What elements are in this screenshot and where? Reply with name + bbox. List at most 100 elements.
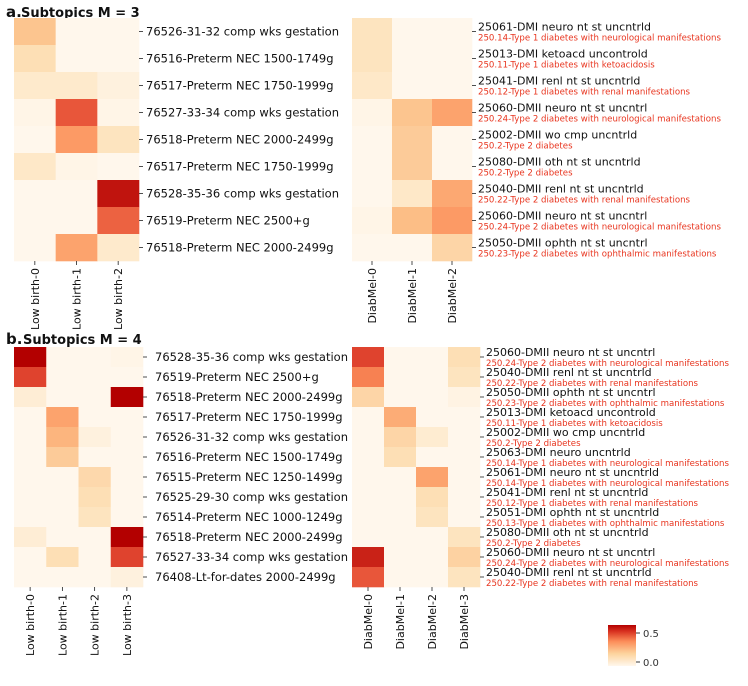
col-label: DiabMel-3 [458, 594, 471, 650]
row-label: 25061-DMI neuro nt st uncntrld [478, 21, 651, 34]
heatmap-cell [416, 567, 449, 588]
heatmap-cell [14, 18, 56, 46]
heatmap-cell [46, 507, 79, 528]
heatmap-cell [352, 367, 385, 388]
row-label: 76518-Preterm NEC 2000-2499g [146, 241, 334, 255]
row-label: 25041-DMI renl nt st uncntrld [478, 75, 640, 88]
row-label: 25013-DMI ketoacd uncontrold [486, 406, 656, 419]
heatmap-cell [416, 507, 449, 528]
heatmap-cell [55, 234, 98, 262]
row-sublabel: 250.22-Type 2 diabetes with renal manife… [486, 379, 699, 389]
col-label: DiabMel-2 [426, 594, 439, 650]
heatmap-cell [46, 567, 79, 588]
heatmap-cell [78, 527, 112, 548]
heatmap-cell [78, 487, 112, 508]
heatmap-cell [78, 427, 112, 448]
heatmap-cell [55, 99, 98, 127]
heatmap-cell [392, 99, 433, 127]
row-sublabel: 250.24-Type 2 diabetes with neurological… [486, 359, 729, 369]
heatmap-diabmel-m3: 25061-DMI neuro nt st uncntrld250.14-Typ… [352, 18, 721, 324]
row-label: 25051-DMI ophth nt st uncntrld [486, 506, 659, 519]
heatmap-cell [448, 347, 481, 368]
heatmap-cell [97, 72, 140, 100]
heatmap-cell [110, 427, 144, 448]
heatmap-cell [55, 18, 98, 46]
heatmap-cell [352, 72, 393, 100]
heatmap-cell [416, 347, 449, 368]
heatmap-cell [110, 547, 144, 568]
row-label: 76517-Preterm NEC 1750-1999g [146, 160, 334, 174]
col-label: Low birth-2 [112, 268, 125, 330]
colorbar: 0.5 0.0 [608, 625, 659, 669]
row-label: 76525-29-30 comp wks gestation [155, 490, 348, 504]
heatmap-cell [352, 387, 385, 408]
heatmap-cell [46, 367, 79, 388]
heatmap-cell [78, 407, 112, 428]
col-label: Low birth-3 [121, 594, 134, 656]
panel-a-title: a. Subtopics M = 3 [6, 3, 140, 21]
row-sublabel: 250.2-Type 2 diabetes [486, 539, 581, 549]
heatmap-cell [55, 45, 98, 73]
panel-b-subtitle: Subtopics M = 4 [23, 333, 142, 348]
row-label: 25013-DMI ketoacd uncontrold [478, 48, 648, 61]
heatmap-cell [110, 567, 144, 588]
row-label: 76518-Preterm NEC 2000-2499g [155, 390, 343, 404]
heatmap-cell [352, 180, 393, 208]
row-label: 76527-33-34 comp wks gestation [146, 106, 339, 120]
row-label: 25002-DMII wo cmp uncntrld [478, 129, 637, 142]
col-label: Low birth-0 [29, 268, 42, 330]
heatmap-cell [352, 527, 385, 548]
heatmap-diabmel-m4: 25060-DMII neuro nt st uncntrl250.24-Typ… [352, 346, 729, 650]
colorbar-max-label: 0.5 [643, 629, 659, 640]
heatmap-cell [14, 99, 56, 127]
heatmap-cell [352, 99, 393, 127]
heatmap-cell [55, 126, 98, 154]
row-sublabel: 250.2-Type 2 diabetes [478, 142, 573, 152]
heatmap-cell [97, 126, 140, 154]
heatmap-cell [416, 447, 449, 468]
heatmap-cell [384, 547, 417, 568]
row-sublabel: 250.23-Type 2 diabetes with ophthalmic m… [486, 399, 725, 409]
heatmap-cell [392, 207, 433, 235]
heatmap-cell [448, 487, 481, 508]
heatmap-cell [416, 547, 449, 568]
heatmap-cell [110, 387, 144, 408]
heatmap-cell [14, 45, 56, 73]
heatmap-cell [448, 387, 481, 408]
row-sublabel: 250.11-Type 1 diabetes with ketoacidosis [486, 419, 663, 429]
col-label: DiabMel-0 [366, 268, 379, 324]
col-label: DiabMel-1 [406, 268, 419, 324]
heatmap-cell [78, 387, 112, 408]
heatmap-cell [384, 447, 417, 468]
row-label: 76516-Preterm NEC 1500-1749g [146, 52, 334, 66]
heatmap-cell [55, 207, 98, 235]
row-label: 76517-Preterm NEC 1750-1999g [155, 410, 343, 424]
heatmap-cell [448, 507, 481, 528]
heatmap-cell [352, 447, 385, 468]
row-label: 76527-33-34 comp wks gestation [155, 550, 348, 564]
heatmap-cell [14, 567, 47, 588]
row-label: 76526-31-32 comp wks gestation [155, 430, 348, 444]
heatmap-cell [55, 153, 98, 181]
heatmap-cell [448, 407, 481, 428]
heatmap-cell [432, 234, 473, 262]
heatmap-cell [384, 527, 417, 548]
heatmap-cell [448, 467, 481, 488]
heatmap-cell [448, 567, 481, 588]
heatmap-cell [110, 527, 144, 548]
col-label: Low birth-2 [89, 594, 102, 656]
heatmap-cell [416, 427, 449, 448]
heatmap-cell [352, 153, 393, 181]
heatmap-cell [448, 547, 481, 568]
col-label: Low birth-1 [71, 268, 84, 330]
heatmap-cell [432, 18, 473, 46]
heatmap-cell [78, 467, 112, 488]
heatmap-cell [448, 427, 481, 448]
row-sublabel: 250.22-Type 2 diabetes with renal manife… [478, 196, 691, 206]
row-label: 76517-Preterm NEC 1750-1999g [146, 79, 334, 93]
col-label: DiabMel-1 [394, 594, 407, 650]
heatmap-cell [78, 547, 112, 568]
heatmap-cell [384, 487, 417, 508]
heatmap-cell [46, 467, 79, 488]
